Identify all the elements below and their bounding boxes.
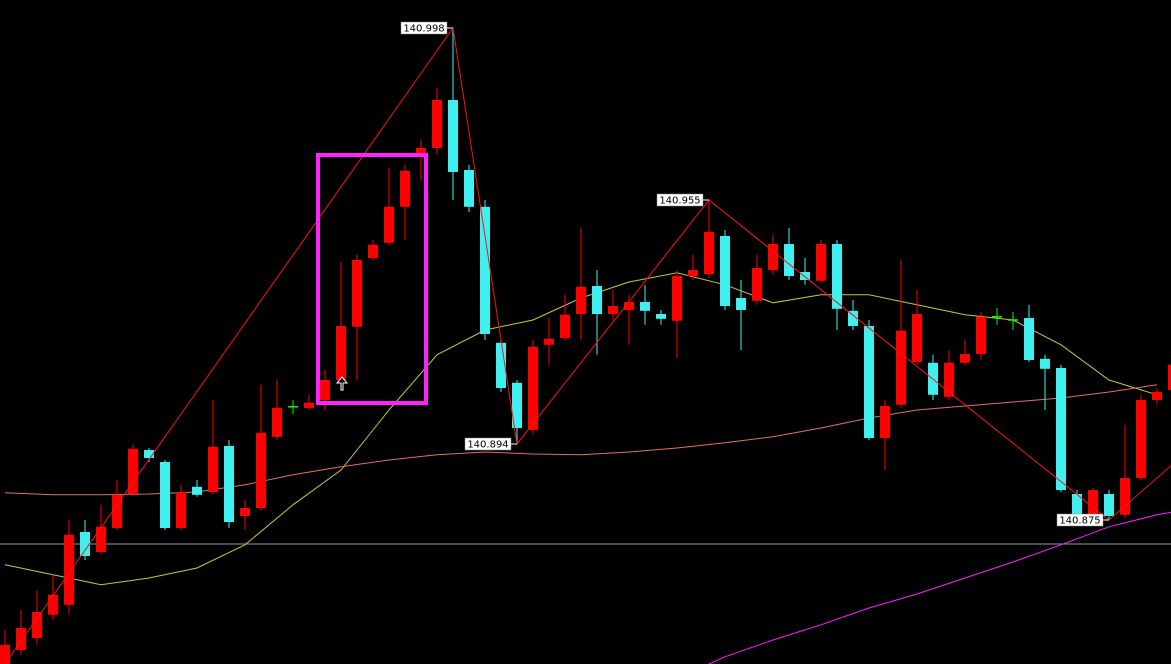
candle-body — [848, 310, 858, 326]
candle-body — [1040, 358, 1050, 369]
candle-body — [880, 406, 890, 438]
candle-body — [240, 508, 250, 516]
candle-body — [1168, 364, 1171, 390]
candle-body — [144, 450, 154, 458]
candle-body — [864, 326, 874, 438]
candle-body — [576, 286, 586, 314]
candle-body — [496, 342, 506, 388]
candle-body — [960, 354, 970, 363]
candle-body — [1136, 400, 1146, 478]
candle-body — [432, 100, 442, 148]
arrow-icon — [335, 376, 349, 391]
price-label: 140.998 — [403, 24, 444, 35]
chart-layer: 140.998 140.894 140.955 140.875 — [0, 21, 1171, 664]
candle-body — [16, 628, 26, 650]
candle-body — [1072, 494, 1082, 515]
candle-body — [1104, 494, 1114, 516]
candle-body — [80, 532, 90, 556]
candle-body — [352, 260, 362, 327]
candle-body — [672, 276, 682, 321]
label-box — [400, 21, 448, 35]
candle-body — [480, 206, 490, 334]
candle-body — [800, 272, 810, 280]
candle-body — [192, 486, 202, 495]
candle-body — [896, 330, 906, 405]
candle-body — [64, 534, 74, 605]
candle-body — [688, 270, 698, 276]
candle-body — [816, 244, 826, 281]
candle-body — [336, 326, 346, 380]
candle-body — [1056, 368, 1066, 490]
highlight-box — [316, 153, 428, 405]
price-label: 140.894 — [467, 440, 508, 451]
candle-body — [512, 382, 522, 428]
candle-body — [1024, 318, 1034, 360]
candle-body — [1120, 478, 1130, 515]
candle-body — [768, 244, 778, 270]
candle-body — [320, 380, 330, 400]
candle-body — [720, 236, 730, 306]
candle-body — [608, 306, 618, 314]
candle-body — [368, 244, 378, 258]
candle-body — [448, 100, 458, 172]
label-box — [656, 193, 704, 207]
candle-body — [752, 268, 762, 301]
candle-body — [272, 408, 282, 437]
candle-body — [1088, 490, 1098, 515]
candle-body — [528, 346, 538, 430]
candle-body — [160, 462, 170, 528]
moving-average — [708, 511, 1171, 664]
candle-body — [704, 232, 714, 274]
candle-body — [1152, 392, 1162, 400]
candle-body — [976, 316, 986, 354]
price-label: 140.955 — [659, 196, 700, 207]
candle-body — [96, 526, 106, 552]
candle-body — [224, 446, 234, 522]
candle-body — [256, 432, 266, 508]
candle-body — [384, 206, 394, 243]
candle-body — [784, 244, 794, 276]
candle-body — [208, 446, 218, 492]
candle-body — [944, 362, 954, 397]
price-label: 140.875 — [1059, 516, 1100, 527]
candle-body — [624, 302, 634, 310]
candle-body — [400, 170, 410, 207]
candle-body — [656, 314, 666, 319]
candle-body — [304, 402, 314, 408]
candle-body — [736, 298, 746, 310]
candle-body — [176, 492, 186, 528]
label-box — [1056, 513, 1104, 527]
candle-body — [112, 494, 122, 528]
candle-body — [416, 148, 426, 157]
zigzag-line — [4, 26, 1171, 664]
candle-body — [544, 338, 554, 345]
candle-body — [128, 448, 138, 494]
candle-body — [464, 170, 474, 207]
candle-body — [832, 244, 842, 309]
candle-body — [592, 286, 602, 314]
candle-body — [640, 302, 650, 311]
candle-body — [560, 314, 570, 338]
candle-body — [48, 594, 58, 615]
candle-body — [912, 314, 922, 362]
label-box — [464, 437, 512, 451]
candle-body — [32, 612, 42, 638]
candle-body — [0, 644, 10, 664]
